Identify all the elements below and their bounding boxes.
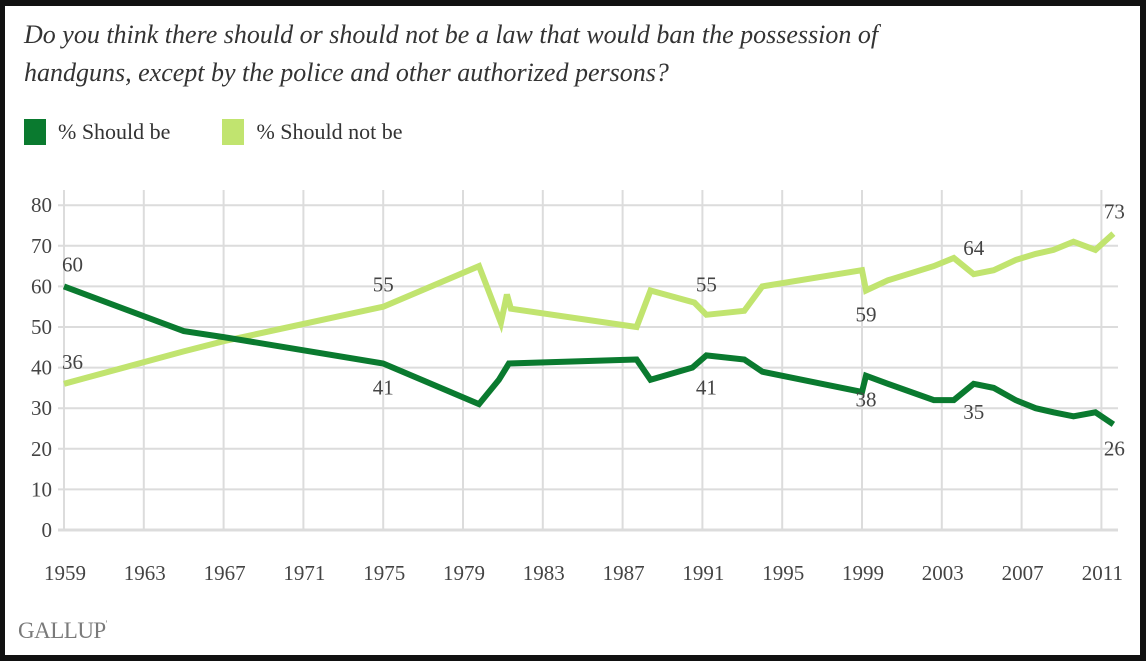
x-tick-label: 1967 (204, 561, 246, 585)
data-label: 38 (855, 388, 876, 412)
chart-title-line-2: handguns, except by the police and other… (24, 58, 669, 87)
legend-swatch-should-not-be (222, 119, 245, 145)
x-tick-label: 2007 (1002, 561, 1044, 585)
y-tick-label: 40 (31, 356, 52, 380)
data-label: 36 (62, 350, 83, 374)
x-tick-label: 1995 (762, 561, 804, 585)
legend-label-should-be: % Should be (58, 119, 171, 144)
x-tick-label: 2011 (1082, 561, 1123, 585)
y-axis-ticks: 0 10 20 30 40 50 60 70 80 (31, 193, 52, 542)
x-tick-label: 1979 (443, 561, 485, 585)
series-lines (62, 231, 1116, 427)
data-labels: 60 36 55 41 55 41 59 38 64 35 73 26 (62, 200, 1125, 461)
x-tick-label: 2003 (922, 561, 964, 585)
x-tick-label: 1959 (44, 561, 86, 585)
x-tick-label: 1991 (682, 561, 724, 585)
data-label: 35 (963, 400, 984, 424)
legend-item-should-be: % Should be (24, 119, 170, 145)
y-tick-label: 60 (31, 274, 52, 298)
legend-label-should-not-be: % Should not be (256, 119, 403, 144)
grid (58, 190, 1118, 532)
x-tick-label: 1971 (283, 561, 325, 585)
gallup-logo-text: GALLUP (18, 618, 106, 643)
data-label: 26 (1104, 436, 1125, 460)
series-line-should-be (62, 283, 1116, 427)
gallup-logo: GALLUP' (18, 618, 107, 644)
y-tick-label: 80 (31, 193, 52, 217)
chart-title-line-1: Do you think there should or should not … (24, 20, 879, 49)
data-label: 41 (696, 376, 717, 400)
legend-item-should-not-be: % Should not be (222, 119, 403, 145)
data-label: 73 (1104, 200, 1125, 224)
series-line-should-not-be (63, 231, 1116, 387)
legend: % Should be % Should not be (24, 119, 455, 145)
x-tick-label: 1975 (363, 561, 405, 585)
x-tick-label: 1987 (603, 561, 645, 585)
x-tick-label: 1999 (842, 561, 884, 585)
y-tick-label: 20 (31, 437, 52, 461)
y-tick-label: 0 (42, 518, 53, 542)
gallup-logo-mark: ' (105, 619, 108, 629)
x-axis-ticks: 1959 1963 1967 1971 1975 1979 1983 1987 1991 1995… (44, 561, 1123, 585)
x-tick-label: 1983 (523, 561, 565, 585)
data-label: 55 (373, 273, 394, 297)
data-label: 64 (963, 236, 985, 260)
data-label: 59 (855, 302, 876, 326)
y-tick-label: 50 (31, 315, 52, 339)
data-label: 41 (373, 376, 394, 400)
data-label: 55 (696, 273, 717, 297)
y-tick-label: 70 (31, 234, 52, 258)
y-tick-label: 30 (31, 396, 52, 420)
data-label: 60 (62, 252, 83, 276)
x-tick-label: 1963 (124, 561, 166, 585)
legend-swatch-should-be (24, 119, 46, 145)
chart-title: Do you think there should or should not … (24, 16, 1124, 92)
y-tick-label: 10 (31, 477, 52, 501)
